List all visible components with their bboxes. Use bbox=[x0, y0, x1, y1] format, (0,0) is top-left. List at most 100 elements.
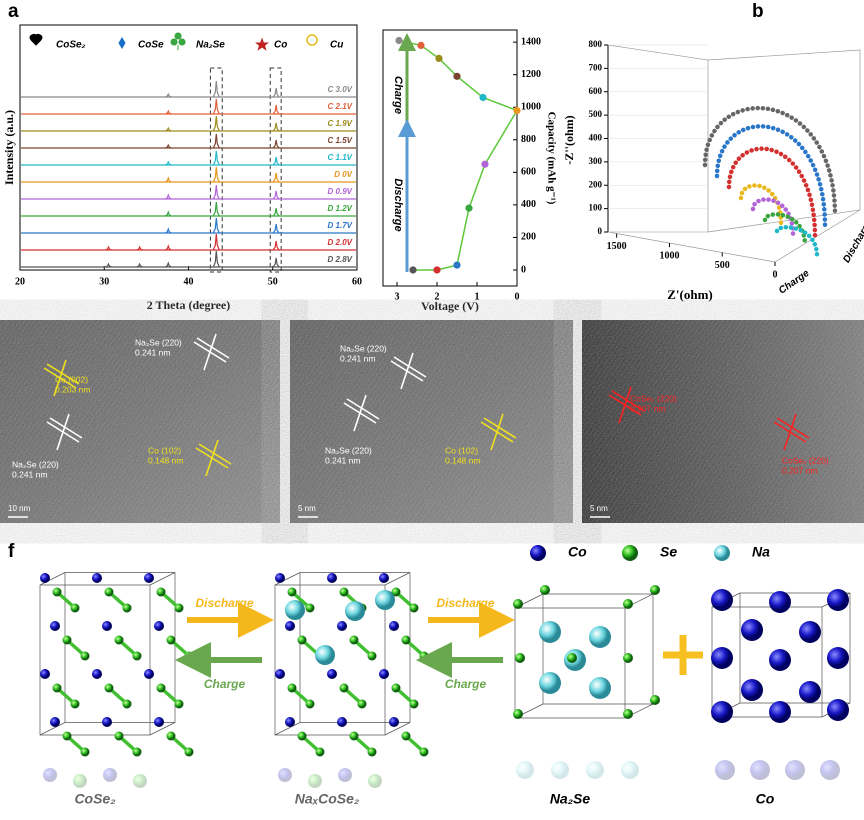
series-label: C 1.9V bbox=[328, 119, 353, 128]
y-tick-label: 200 bbox=[589, 179, 603, 189]
atom bbox=[133, 774, 147, 788]
y-tick-label: 300 bbox=[589, 156, 603, 166]
atom bbox=[391, 587, 401, 597]
impedance-arc bbox=[774, 225, 820, 259]
atom bbox=[184, 651, 194, 661]
xrd-peak bbox=[165, 109, 172, 115]
xrd-peak bbox=[272, 156, 280, 166]
atom bbox=[43, 768, 57, 782]
xrd-peak bbox=[212, 201, 220, 217]
atom bbox=[174, 699, 184, 709]
atom bbox=[345, 601, 365, 621]
x-tick-label: 1500 bbox=[607, 241, 627, 252]
annotation: Charge bbox=[777, 268, 812, 297]
atom bbox=[315, 645, 335, 665]
floor bbox=[607, 209, 861, 263]
atom bbox=[297, 635, 307, 645]
atom bbox=[275, 573, 285, 583]
xrd-peak bbox=[164, 193, 172, 200]
legend-label: Na₂Se bbox=[196, 40, 225, 51]
impedance-arc bbox=[714, 124, 828, 229]
data-point bbox=[395, 36, 403, 45]
atom bbox=[144, 573, 154, 583]
atom bbox=[297, 731, 307, 741]
atom bbox=[305, 699, 315, 709]
xrd-peak bbox=[164, 210, 172, 217]
x-tick-label: 3 bbox=[395, 291, 400, 302]
xrd-peak bbox=[212, 250, 220, 268]
atom bbox=[73, 774, 87, 788]
atom bbox=[70, 603, 80, 613]
atom bbox=[308, 774, 322, 788]
annotation: Discharge bbox=[841, 217, 864, 265]
data-point bbox=[465, 204, 473, 212]
y-tick-label: 1200 bbox=[521, 69, 541, 80]
lattice-marker bbox=[343, 394, 380, 432]
panel-label: b bbox=[752, 1, 764, 22]
legend-label: Co bbox=[568, 544, 587, 560]
y-tick-label: 800 bbox=[521, 134, 536, 145]
atom bbox=[114, 731, 124, 741]
xrd-peak bbox=[105, 262, 112, 268]
series-label: C 1.5V bbox=[328, 136, 353, 145]
impedance-arc bbox=[702, 105, 838, 218]
y-tick-label: 1000 bbox=[521, 102, 541, 113]
lattice-label: 0.241 nm bbox=[340, 353, 375, 363]
series-label: C 1.1V bbox=[328, 153, 353, 162]
arrow-label: Charge bbox=[445, 677, 487, 691]
atom bbox=[769, 591, 791, 613]
atom bbox=[419, 747, 429, 757]
lattice-label: 0.241 nm bbox=[135, 347, 170, 357]
xrd-peak bbox=[164, 261, 172, 268]
y-tick-label: 600 bbox=[521, 167, 536, 178]
atom bbox=[379, 573, 389, 583]
atom bbox=[278, 768, 292, 782]
lattice-marker bbox=[195, 439, 232, 477]
atom bbox=[368, 774, 382, 788]
x-tick-label: 500 bbox=[715, 260, 730, 271]
series-label: D 2.8V bbox=[328, 255, 353, 264]
atom bbox=[104, 683, 114, 693]
x-tick-label: 2 bbox=[435, 291, 440, 302]
data-point bbox=[417, 41, 425, 49]
y-tick-label: 200 bbox=[521, 232, 536, 243]
lattice-label: 0.203 nm bbox=[55, 384, 90, 394]
atom bbox=[349, 731, 359, 741]
y-axis-title: -Z''(ohm) bbox=[562, 115, 576, 164]
impedance-arc bbox=[762, 212, 808, 248]
atom bbox=[820, 760, 840, 780]
xrd-peak bbox=[136, 245, 143, 251]
atom bbox=[327, 573, 337, 583]
xrd-peak bbox=[272, 207, 280, 217]
lattice-label: Co (102) bbox=[148, 445, 181, 455]
atom bbox=[114, 635, 124, 645]
xrd-peak bbox=[165, 92, 172, 98]
lattice-marker bbox=[608, 386, 645, 424]
atom bbox=[357, 699, 367, 709]
atom bbox=[275, 669, 285, 679]
xrd-peak bbox=[272, 190, 280, 200]
atom bbox=[622, 545, 638, 561]
y-tick-label: 400 bbox=[521, 199, 536, 210]
y-tick-label: 1400 bbox=[521, 36, 541, 47]
legend-symbol bbox=[306, 34, 318, 46]
lattice-marker bbox=[390, 352, 427, 390]
xrd-peak bbox=[212, 217, 220, 234]
cu-box bbox=[209, 67, 223, 273]
atom bbox=[122, 603, 132, 613]
series-label: C 2.1V bbox=[328, 102, 353, 111]
x-tick-label: 1000 bbox=[659, 250, 679, 261]
atom bbox=[827, 699, 849, 721]
atom bbox=[769, 701, 791, 723]
atom bbox=[40, 573, 50, 583]
data-point bbox=[433, 266, 441, 274]
atom bbox=[623, 599, 633, 609]
xrd-peak bbox=[272, 139, 280, 149]
atom bbox=[799, 681, 821, 703]
atom bbox=[103, 768, 117, 782]
arrow-label: Discharge bbox=[195, 596, 253, 610]
atom bbox=[80, 747, 90, 757]
lattice-label: Na₂Se (220) bbox=[12, 459, 59, 469]
legend-label: Cu bbox=[330, 40, 343, 51]
atom bbox=[339, 683, 349, 693]
